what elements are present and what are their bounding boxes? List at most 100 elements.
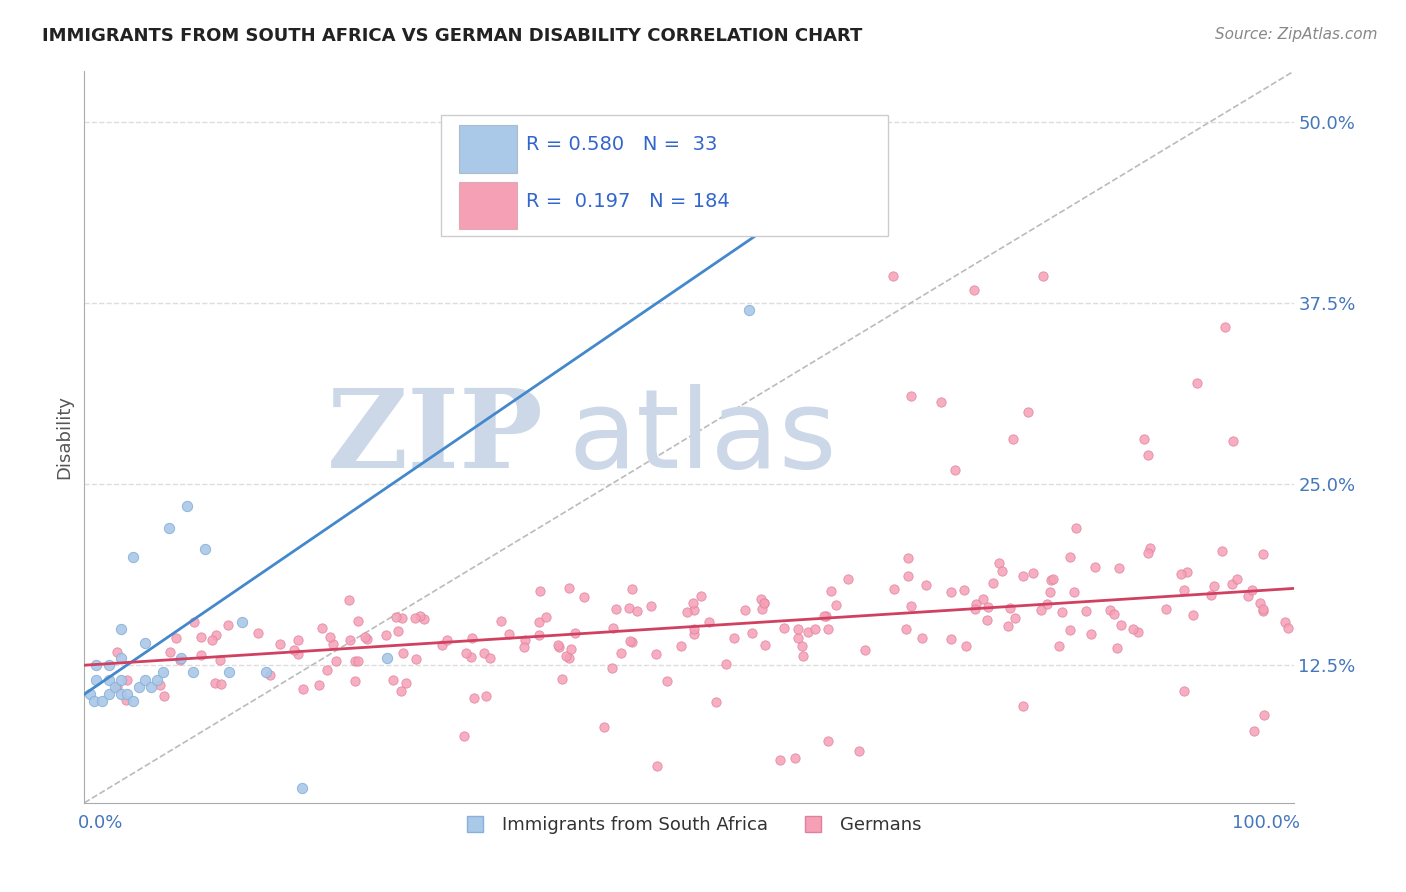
FancyBboxPatch shape — [460, 125, 517, 172]
Point — [170, 651, 193, 665]
Point — [409, 609, 432, 624]
Point — [218, 665, 240, 680]
Point — [190, 648, 212, 662]
Point — [644, 648, 666, 662]
Point — [894, 622, 917, 636]
Point — [347, 614, 370, 628]
Point — [620, 634, 643, 648]
Point — [1137, 546, 1160, 560]
Point — [1185, 376, 1208, 390]
Point — [772, 621, 794, 635]
Point — [955, 639, 977, 653]
Point — [204, 675, 226, 690]
Point — [322, 637, 344, 651]
Point — [1182, 607, 1205, 622]
Point — [1059, 550, 1081, 565]
Point — [741, 626, 763, 640]
Point — [683, 622, 706, 636]
Point — [287, 647, 309, 661]
Point — [1063, 585, 1085, 599]
Point — [146, 673, 169, 687]
Point — [259, 668, 281, 682]
Point — [1215, 319, 1237, 334]
Point — [97, 673, 120, 687]
Point — [783, 751, 806, 765]
Point — [683, 602, 706, 616]
Point — [453, 729, 475, 743]
Point — [817, 622, 839, 636]
Text: Source: ZipAtlas.com: Source: ZipAtlas.com — [1215, 27, 1378, 42]
Point — [1170, 567, 1192, 582]
Point — [1017, 405, 1039, 419]
Point — [605, 601, 627, 615]
Point — [110, 622, 132, 636]
Point — [308, 678, 330, 692]
Point — [939, 585, 962, 599]
Point — [283, 643, 305, 657]
Point — [1059, 623, 1081, 637]
Point — [787, 623, 810, 637]
Point — [602, 622, 624, 636]
Point — [1241, 582, 1264, 597]
Point — [391, 610, 413, 624]
Point — [976, 613, 998, 627]
Point — [356, 632, 378, 646]
Point — [246, 626, 269, 640]
Point — [139, 680, 162, 694]
Point — [1122, 622, 1144, 636]
Point — [311, 621, 333, 635]
Point — [704, 695, 727, 709]
Point — [319, 630, 342, 644]
Point — [749, 591, 772, 606]
Point — [128, 680, 150, 694]
Point — [209, 653, 232, 667]
Point — [963, 283, 986, 297]
Point — [430, 638, 453, 652]
Point — [1253, 604, 1275, 618]
Point — [675, 605, 697, 619]
Point — [97, 687, 120, 701]
Point — [592, 720, 614, 734]
Point — [134, 636, 156, 650]
Point — [115, 693, 138, 707]
Point — [529, 627, 551, 641]
Point — [339, 632, 361, 647]
Point — [853, 642, 876, 657]
Point — [392, 647, 415, 661]
Point — [915, 578, 938, 592]
Point — [814, 609, 837, 624]
Point — [1105, 640, 1128, 655]
Text: ZIP: ZIP — [328, 384, 544, 491]
Point — [1249, 596, 1271, 610]
Point — [610, 646, 633, 660]
Point — [963, 602, 986, 616]
Point — [697, 615, 720, 629]
Point — [183, 615, 205, 630]
Point — [820, 584, 842, 599]
Point — [86, 673, 108, 687]
Point — [1154, 602, 1177, 616]
Point — [513, 632, 536, 647]
Point — [159, 645, 181, 659]
Point — [547, 638, 569, 652]
Point — [149, 678, 172, 692]
Text: R =  0.197   N = 184: R = 0.197 N = 184 — [526, 192, 730, 211]
Point — [1201, 588, 1223, 602]
Point — [529, 615, 551, 630]
Point — [1102, 607, 1125, 622]
Point — [619, 633, 641, 648]
Point — [104, 680, 127, 694]
Point — [1029, 602, 1052, 616]
Point — [997, 619, 1019, 633]
Point — [689, 589, 711, 603]
Point — [792, 649, 814, 664]
Point — [456, 647, 478, 661]
Point — [152, 665, 174, 680]
Point — [734, 603, 756, 617]
Point — [478, 650, 501, 665]
Point — [254, 665, 277, 680]
Point — [558, 582, 581, 596]
Point — [105, 680, 128, 694]
Point — [723, 631, 745, 645]
Point — [489, 614, 512, 628]
